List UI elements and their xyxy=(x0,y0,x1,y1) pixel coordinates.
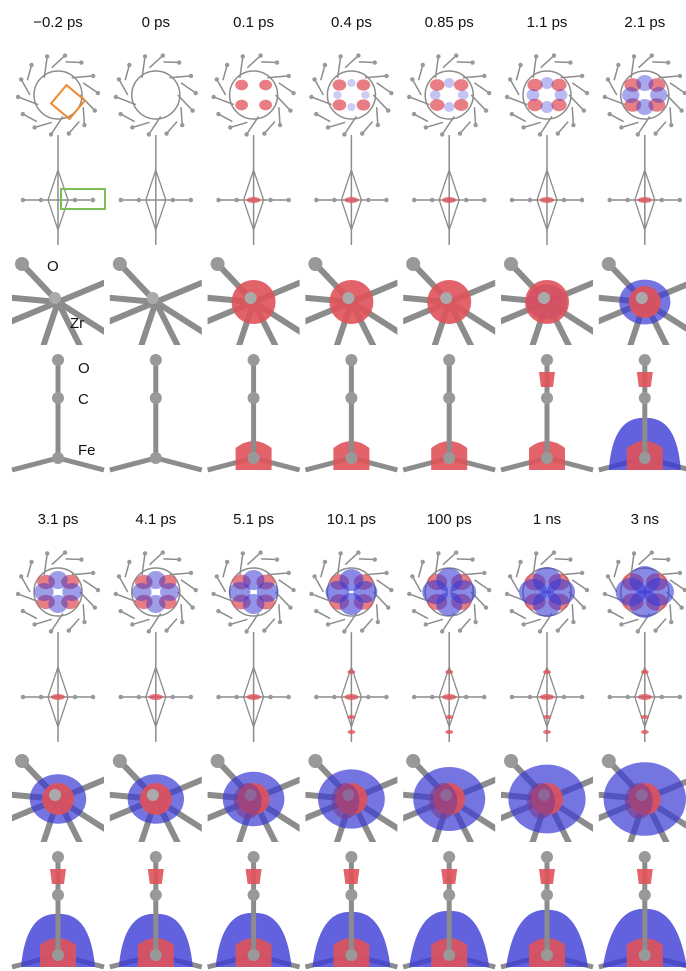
fe-co-zoom xyxy=(599,851,686,967)
molecule xyxy=(603,550,686,742)
zr-zoom xyxy=(194,257,314,362)
zr-zoom xyxy=(389,257,509,362)
atom-label: O xyxy=(47,258,59,275)
fe-co-zoom xyxy=(305,851,397,967)
zr-zoom xyxy=(194,754,314,859)
time-label: 3.1 ps xyxy=(38,511,79,528)
molecule xyxy=(505,550,589,742)
zr-zoom xyxy=(585,754,686,859)
zr-zoom xyxy=(0,754,118,859)
time-label: 3 ns xyxy=(631,511,659,528)
zr-zoom xyxy=(487,754,607,859)
molecule xyxy=(211,53,295,245)
zr-zoom xyxy=(487,257,607,362)
time-label: 10.1 ps xyxy=(327,511,376,528)
zr-zoom xyxy=(291,257,411,362)
fe-co-zoom xyxy=(599,354,686,470)
molecule xyxy=(505,53,589,245)
atom-label: Fe xyxy=(78,442,96,459)
figure: −0.2 ps 0 ps 0.1 ps 0.4 ps 0.85 ps 1.1 ps 2.1 … xyxy=(0,0,686,971)
time-label: 0.4 ps xyxy=(331,14,372,31)
zr-zoom xyxy=(96,754,216,859)
zr-zoom xyxy=(389,754,509,859)
time-label: −0.2 ps xyxy=(33,14,83,31)
zr-zoom xyxy=(0,257,118,362)
time-label: 0 ps xyxy=(142,14,170,31)
molecule xyxy=(603,53,686,245)
time-label: 5.1 ps xyxy=(233,511,274,528)
atom-label: Zr xyxy=(70,315,84,332)
fe-co-zoom xyxy=(403,354,495,470)
fe-co-zoom xyxy=(501,851,593,967)
time-label: 4.1 ps xyxy=(135,511,176,528)
molecule xyxy=(211,550,295,742)
time-label: 0.1 ps xyxy=(233,14,274,31)
molecule xyxy=(407,53,491,245)
fe-co-zoom xyxy=(501,354,593,470)
fe-co-zoom xyxy=(305,354,397,470)
atom-label: O xyxy=(78,360,90,377)
zr-zoom xyxy=(96,257,216,362)
fe-co-zoom xyxy=(403,851,495,967)
fe-co-zoom xyxy=(110,354,202,470)
molecule xyxy=(309,53,393,245)
time-label: 1 ns xyxy=(533,511,561,528)
molecule xyxy=(407,550,491,742)
time-label: 2.1 ps xyxy=(624,14,665,31)
marker-box xyxy=(51,85,85,119)
molecule xyxy=(16,550,100,742)
zr-zoom xyxy=(291,754,411,859)
fe-co-zoom xyxy=(208,354,300,470)
time-label: 0.85 ps xyxy=(425,14,474,31)
molecule xyxy=(16,53,105,245)
time-label: 100 ps xyxy=(427,511,472,528)
molecule xyxy=(114,53,198,245)
fe-co-zoom xyxy=(208,851,300,967)
atom-label: C xyxy=(78,391,89,408)
zr-zoom xyxy=(585,257,686,362)
fe-co-zoom xyxy=(12,851,104,967)
molecule xyxy=(309,550,393,742)
fe-co-zoom xyxy=(110,851,202,967)
molecule xyxy=(114,550,198,742)
time-label: 1.1 ps xyxy=(527,14,568,31)
